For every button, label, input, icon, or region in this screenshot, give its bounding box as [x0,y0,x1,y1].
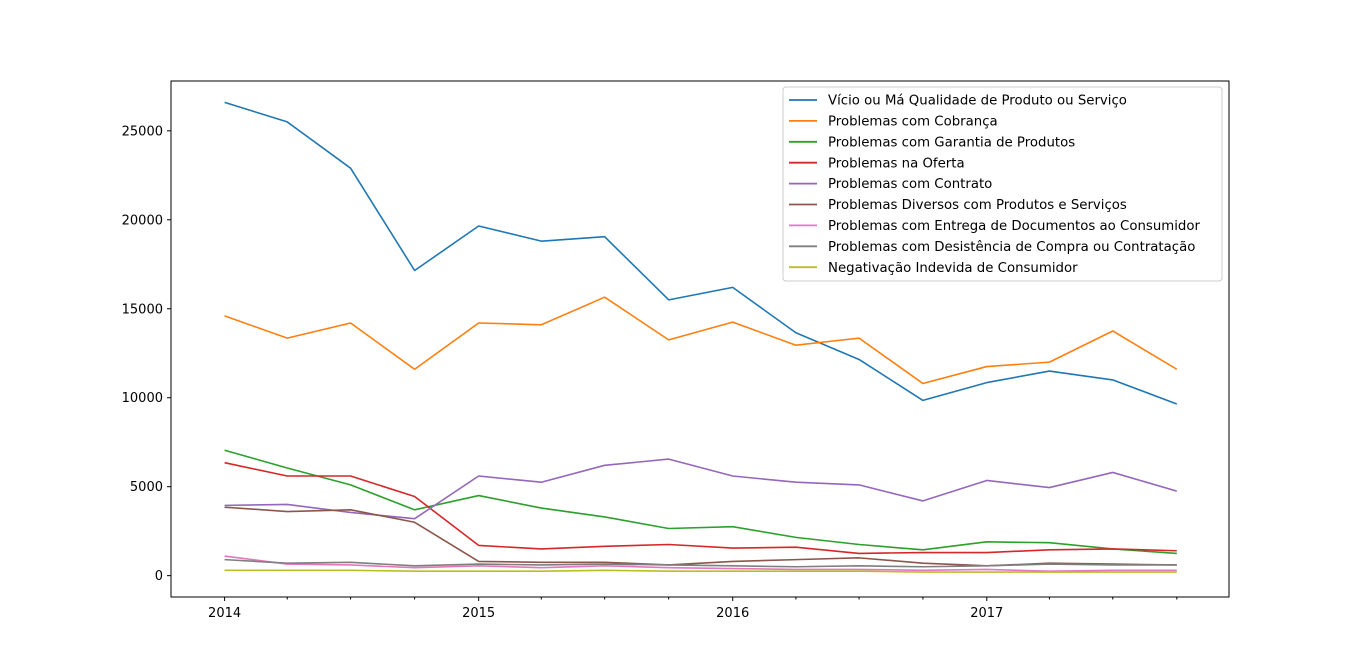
series-line-3 [224,449,1177,555]
y-tick-label: 15000 [122,302,163,317]
legend-label: Problemas Diversos com Produtos e Serviç… [828,198,1127,213]
legend-label: Problemas com Desistência de Compra ou C… [828,239,1195,255]
legend-box [782,86,1223,282]
series-line-5 [224,458,1178,520]
y-tick-label: 0 [155,569,163,584]
y-tick-label: 5000 [130,480,163,495]
legend: Vício ou Má Qualidade de Produto ou Serv… [782,86,1223,282]
legend-label: Problemas na Oferta [828,156,965,171]
series-line-9 [224,569,1177,573]
x-tick-label: 2017 [970,606,1003,621]
plot-frame [170,80,1230,598]
y-tick-label: 10000 [122,391,163,406]
x-tick-label: 2015 [462,606,495,621]
legend-label: Problemas com Cobrança [828,115,998,130]
series-line-7 [224,555,1177,573]
series-line-6 [224,506,1177,567]
series-line-8 [224,558,1177,568]
x-axis: 2014 2015 2016 2017 [208,597,1178,621]
legend-label: Problemas com Contrato [828,177,992,192]
y-tick-label: 20000 [122,213,163,228]
x-tick-label: 2016 [716,606,749,621]
x-tick-label: 2014 [208,606,241,621]
series-line-2 [224,296,1178,385]
legend-label: Problemas com Entrega de Documentos ao C… [828,219,1200,234]
series-line-4 [224,461,1177,555]
legend-label: Vício ou Má Qualidade de Produto ou Serv… [828,93,1127,109]
y-axis: 0 5000 10000 15000 20000 25000 [122,124,171,584]
series-line-1 [224,101,1178,405]
y-tick-label: 25000 [122,124,163,139]
legend-label: Problemas com Garantia de Produtos [828,135,1075,150]
plot-lines [224,101,1178,573]
legend-label: Negativação Indevida de Consumidor [828,261,1078,276]
